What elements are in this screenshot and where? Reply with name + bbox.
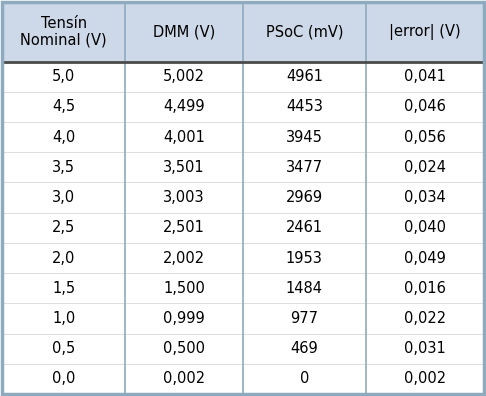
Text: 4,5: 4,5 [52,99,75,114]
Text: 1484: 1484 [286,281,323,296]
Text: 977: 977 [290,311,318,326]
Text: |error| (V): |error| (V) [389,24,460,40]
Text: 1953: 1953 [286,251,323,265]
Bar [2,61,484,394]
Text: 3,501: 3,501 [163,160,205,175]
Text: 4961: 4961 [286,69,323,84]
Text: 469: 469 [291,341,318,356]
Text: 0,046: 0,046 [404,99,446,114]
Text: 1,0: 1,0 [52,311,75,326]
Text: 0,034: 0,034 [404,190,446,205]
Text: 3,003: 3,003 [163,190,205,205]
Text: 3477: 3477 [286,160,323,175]
Text: 4,0: 4,0 [52,129,75,145]
Bar [2,2,484,61]
Text: 2,501: 2,501 [163,220,205,235]
Text: 0,5: 0,5 [52,341,75,356]
Text: 1,5: 1,5 [52,281,75,296]
Text: 0,002: 0,002 [163,371,205,386]
Text: 0,022: 0,022 [403,311,446,326]
Text: 0,024: 0,024 [404,160,446,175]
Text: 0,031: 0,031 [404,341,446,356]
Text: 2,5: 2,5 [52,220,75,235]
Text: DMM (V): DMM (V) [153,24,215,39]
Text: 3,5: 3,5 [52,160,75,175]
Text: 1,500: 1,500 [163,281,205,296]
Text: 0,002: 0,002 [403,371,446,386]
Text: PSoC (mV): PSoC (mV) [265,24,343,39]
Text: 0,049: 0,049 [404,251,446,265]
Text: 4453: 4453 [286,99,323,114]
Text: Tensín
Nominal (V): Tensín Nominal (V) [20,15,107,48]
Text: 3,0: 3,0 [52,190,75,205]
Text: 4,499: 4,499 [163,99,205,114]
Text: 0,041: 0,041 [404,69,446,84]
Text: 3945: 3945 [286,129,323,145]
Text: 0,056: 0,056 [404,129,446,145]
Text: 0,999: 0,999 [163,311,205,326]
Text: 2,002: 2,002 [163,251,205,265]
Text: 0,040: 0,040 [404,220,446,235]
Text: 2969: 2969 [286,190,323,205]
Text: 0,0: 0,0 [52,371,75,386]
Text: 2,0: 2,0 [52,251,75,265]
Text: 0,016: 0,016 [404,281,446,296]
Text: 4,001: 4,001 [163,129,205,145]
Text: 2461: 2461 [286,220,323,235]
Text: 0,500: 0,500 [163,341,205,356]
Text: 0: 0 [300,371,309,386]
Text: 5,002: 5,002 [163,69,205,84]
Text: 5,0: 5,0 [52,69,75,84]
